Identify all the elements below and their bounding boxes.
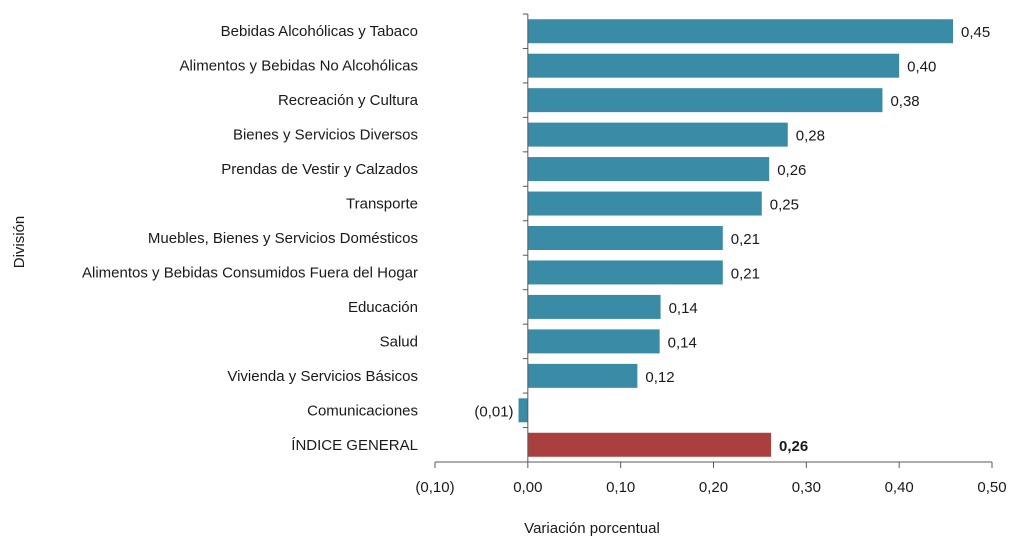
category-label: Comunicaciones: [307, 402, 418, 419]
bar: [527, 157, 770, 182]
x-tick-label: 0,30: [792, 479, 821, 496]
bar: [527, 226, 723, 250]
category-label: ÍNDICE GENERAL: [291, 437, 418, 454]
bar: [527, 260, 723, 285]
category-label: Recreación y Cultura: [278, 92, 419, 109]
bar: [527, 329, 660, 354]
value-label: 0,45: [961, 24, 990, 41]
y-axis-title: División: [11, 216, 28, 269]
bar: [527, 191, 762, 216]
value-label: 0,14: [669, 300, 698, 317]
category-label: Educación: [348, 299, 418, 316]
value-label: 0,21: [731, 231, 760, 248]
value-label: 0,26: [779, 438, 808, 455]
x-tick-label: 0,20: [699, 479, 728, 496]
category-label: Bebidas Alcohólicas y Tabaco: [221, 23, 418, 40]
bar: [518, 398, 528, 423]
value-label: 0,40: [907, 59, 936, 76]
bar: [527, 294, 661, 319]
category-label: Vivienda y Servicios Básicos: [227, 368, 418, 385]
bar: [527, 363, 638, 388]
x-tick-label: 0,10: [606, 479, 635, 496]
axes: (0,10) 0,00 0,10 0,20 0,30 0,40 0,50: [415, 13, 1007, 496]
value-label: 0,26: [777, 162, 806, 179]
x-tick-label: 0,00: [513, 479, 542, 496]
x-axis-title: Variación porcentual: [524, 520, 660, 537]
category-label: Alimentos y Bebidas No Alcohólicas: [180, 58, 418, 75]
bar: [527, 122, 788, 147]
x-tick-label: 0,40: [885, 479, 914, 496]
category-label: Alimentos y Bebidas Consumidos Fuera del…: [82, 264, 418, 281]
value-label: 0,12: [645, 369, 674, 386]
bar-indice-general: [527, 432, 772, 457]
category-label: Prendas de Vestir y Calzados: [221, 161, 418, 178]
x-tick-label: 0,50: [977, 479, 1006, 496]
value-label: 0,28: [796, 128, 825, 145]
value-label: 0,14: [668, 334, 697, 351]
bars-layer: [518, 19, 954, 457]
x-tick-label: (0,10): [415, 479, 454, 496]
bar: [527, 88, 883, 113]
bar: [527, 19, 954, 44]
value-label: 0,38: [890, 93, 919, 110]
category-label: Muebles, Bienes y Servicios Domésticos: [148, 230, 418, 247]
category-labels: Bebidas Alcohólicas y Tabaco Alimentos y …: [82, 23, 419, 454]
category-label: Bienes y Servicios Diversos: [233, 127, 418, 144]
value-label: 0,25: [770, 197, 799, 214]
bar: [527, 53, 900, 78]
value-label: 0,21: [731, 265, 760, 282]
value-label: (0,01): [474, 403, 513, 420]
category-label: Salud: [380, 333, 418, 350]
category-label: Transporte: [346, 196, 418, 213]
value-labels: 0,45 0,40 0,38 0,28 0,26 0,25 0,21 0,21 0,14 0,14…: [474, 24, 990, 455]
